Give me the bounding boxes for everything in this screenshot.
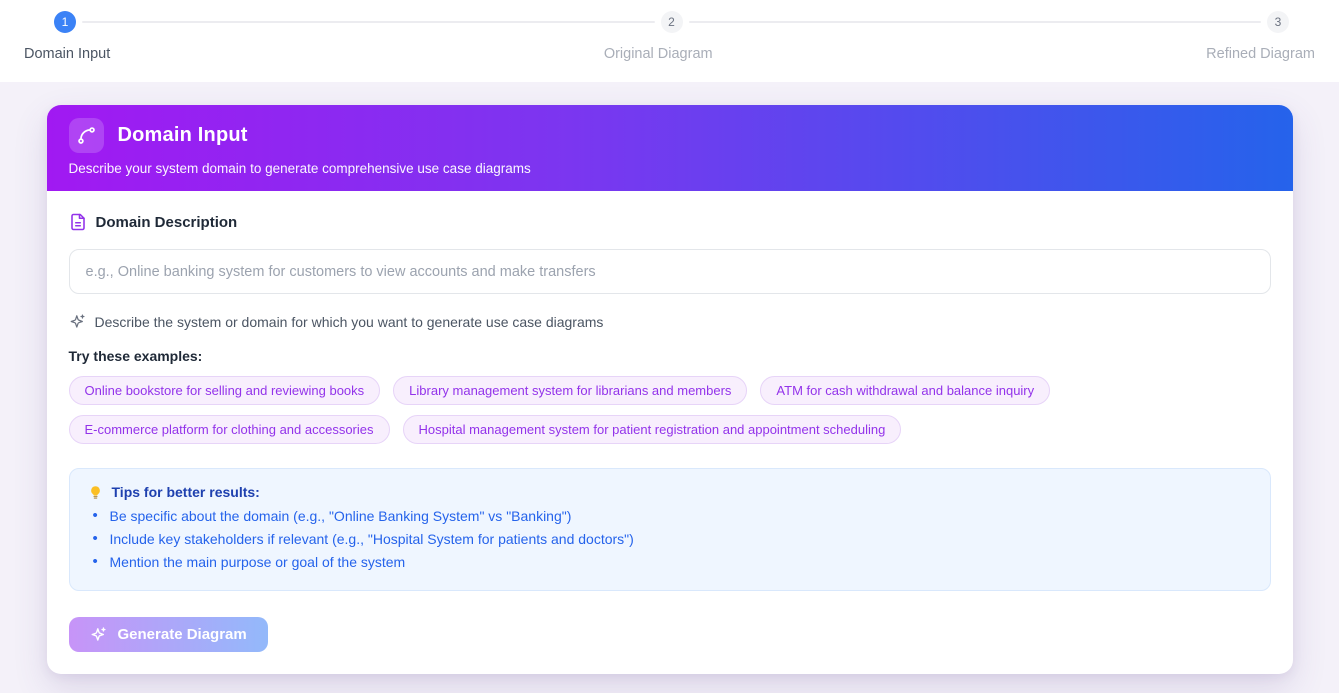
sparkles-icon <box>69 313 86 330</box>
domain-input-hint: Describe the system or domain for which … <box>94 313 604 330</box>
file-text-icon <box>69 213 87 231</box>
example-pill[interactable]: E-commerce platform for clothing and acc… <box>68 415 390 444</box>
domain-description-label: Domain Description <box>95 213 238 231</box>
examples-heading: Try these examples: <box>68 348 203 364</box>
header-icon-box <box>68 118 104 153</box>
example-pill[interactable]: ATM for cash withdrawal and balance inqu… <box>760 376 1051 405</box>
step-circle-1: 1 <box>54 11 76 33</box>
generate-diagram-button-label: Generate Diagram <box>117 626 247 643</box>
step-circle-3: 3 <box>1267 11 1289 33</box>
tips-heading: Tips for better results: <box>111 484 260 500</box>
step-label-original-diagram: Original Diagram <box>603 46 713 62</box>
card-body: Domain Description Describe the system o… <box>47 191 1293 674</box>
example-pill[interactable]: Online bookstore for selling and reviewi… <box>68 376 381 405</box>
tips-box: Tips for better results: Be specific abo… <box>68 468 1271 591</box>
tips-list: Be specific about the domain (e.g., "Onl… <box>88 507 1252 570</box>
card-header: Domain Input Describe your system domain… <box>46 105 1293 191</box>
tip-item: Mention the main purpose or goal of the … <box>88 553 1252 570</box>
stepper-labels-row: Domain Input Original Diagram Refined Di… <box>0 46 1339 62</box>
step-connector-2 <box>688 21 1261 23</box>
tip-item: Be specific about the domain (e.g., "Onl… <box>88 507 1252 524</box>
step-label-domain-input: Domain Input <box>24 46 111 62</box>
domain-input-card: Domain Input Describe your system domain… <box>46 105 1293 674</box>
example-pill[interactable]: Library management system for librarians… <box>393 376 748 405</box>
examples-list: Online bookstore for selling and reviewi… <box>68 376 1249 444</box>
tip-item: Include key stakeholders if relevant (e.… <box>88 530 1252 547</box>
spline-branch-icon <box>77 126 96 145</box>
step-circle-2: 2 <box>660 11 683 33</box>
step-connector-1 <box>82 21 655 23</box>
sparkles-icon <box>90 626 107 643</box>
card-title: Domain Input <box>117 124 248 146</box>
stepper-circles-row: 1 2 3 <box>0 11 1339 33</box>
wizard-stepper: 1 2 3 Domain Input Original Diagram Refi… <box>0 0 1339 82</box>
example-pill[interactable]: Hospital management system for patient r… <box>402 415 902 444</box>
card-subtitle: Describe your system domain to generate … <box>68 161 531 176</box>
step-label-refined-diagram: Refined Diagram <box>1206 46 1315 62</box>
generate-diagram-button[interactable]: Generate Diagram <box>68 617 268 652</box>
lightbulb-icon <box>88 485 103 500</box>
domain-description-input[interactable] <box>68 249 1271 294</box>
